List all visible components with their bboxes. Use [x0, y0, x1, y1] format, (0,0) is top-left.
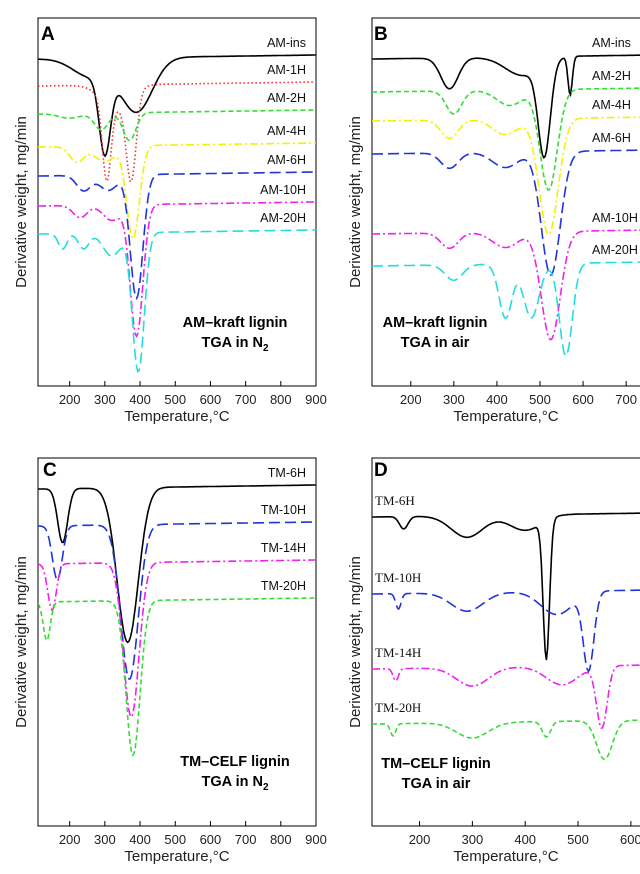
panel-letter: B	[374, 24, 388, 45]
annotation-line-1: AM–kraft lignin	[383, 315, 488, 331]
x-tick-label: 200	[409, 832, 431, 847]
x-tick-label: 500	[529, 392, 551, 407]
series-line-tm-6h	[372, 512, 640, 661]
x-tick-label: 500	[567, 832, 589, 847]
series-label: TM-10H	[261, 503, 306, 517]
x-tick-label: 600	[200, 832, 222, 847]
series-label: AM-ins	[267, 36, 306, 50]
annotation-line-2: TGA in N2	[201, 335, 268, 354]
plot-frame	[371, 457, 640, 827]
series-label: TM-14H	[261, 541, 306, 555]
x-tick-label: 400	[129, 832, 151, 847]
x-tick-label: 500	[164, 832, 186, 847]
x-tick-label: 300	[94, 832, 116, 847]
x-axis-label: Temperature,°C	[124, 848, 229, 865]
annotation-line-2: TGA in N2	[201, 774, 268, 793]
series-label: AM-ins	[592, 36, 631, 50]
x-tick-label: 200	[400, 392, 422, 407]
series-line-am-6h	[372, 149, 640, 276]
x-axis-label: Temperature,°C	[453, 848, 558, 865]
series-line-tm-14h	[372, 664, 640, 729]
series-line-am-10h	[38, 201, 316, 339]
series-line-am-ins	[372, 54, 640, 160]
annotation-line-1: TM–CELF lignin	[381, 756, 491, 772]
x-tick-label: 600	[572, 392, 594, 407]
annotation-line-2: TGA in air	[402, 776, 471, 792]
annotation-line-2: TGA in air	[401, 335, 470, 351]
series-label: TM-6H	[375, 493, 415, 508]
series-line-am-20h	[38, 229, 316, 373]
x-axis-label: Temperature,°C	[124, 408, 229, 425]
series-line-tm-20h	[38, 597, 316, 757]
x-tick-label: 300	[94, 392, 116, 407]
x-tick-label: 700	[615, 392, 637, 407]
series-label: AM-10H	[592, 211, 638, 225]
y-axis-label: Derivative weight, mg/min	[347, 116, 364, 288]
panel-letter: A	[41, 24, 55, 45]
x-tick-label: 600	[200, 392, 222, 407]
series-label: TM-10H	[375, 570, 421, 585]
panel-a: 200 300 400 500 600 700 800 900 Temperature,°C De…	[13, 17, 327, 425]
x-tick-label: 700	[235, 392, 257, 407]
x-tick-label: 900	[305, 392, 327, 407]
panel-letter: C	[43, 460, 57, 481]
series-line-tm-6h	[38, 484, 316, 644]
annotation-line-1: AM–kraft lignin	[183, 315, 288, 331]
series-line-tm-10h	[372, 589, 640, 673]
x-tick-label: 400	[514, 832, 536, 847]
series-label: AM-6H	[267, 153, 306, 167]
panel-c: 200 300 400 500 600 700 800 900 Temperature,°C De…	[13, 457, 327, 865]
panel-d: 200 300 400 500 600 Temperature,°C Derivative …	[347, 457, 640, 865]
x-tick-label: 200	[59, 392, 81, 407]
x-tick-label: 500	[164, 392, 186, 407]
x-tick-label: 800	[270, 832, 292, 847]
x-tick-label: 200	[59, 832, 81, 847]
series-line-am-2h	[38, 109, 316, 142]
y-axis-label: Derivative weight, mg/min	[347, 556, 364, 728]
y-axis-label: Derivative weight, mg/min	[13, 116, 30, 288]
series-label: AM-4H	[592, 98, 631, 112]
x-tick-label: 300	[462, 832, 484, 847]
series-label: TM-20H	[261, 579, 306, 593]
x-tick-label: 800	[270, 392, 292, 407]
series-label: TM-20H	[375, 700, 421, 715]
series-label: AM-1H	[267, 63, 306, 77]
series-label: TM-14H	[375, 645, 421, 660]
series-line-tm-10h	[38, 521, 316, 680]
x-tick-label: 900	[305, 832, 327, 847]
series-line-am-4h	[38, 142, 316, 241]
series-line-tm-14h	[38, 559, 316, 719]
x-axis-label: Temperature,°C	[453, 408, 558, 425]
panel-letter: D	[374, 460, 388, 481]
x-tick-label: 600	[620, 832, 640, 847]
series-label: AM-6H	[592, 131, 631, 145]
series-label: AM-2H	[267, 91, 306, 105]
x-tick-label: 700	[235, 832, 257, 847]
annotation-subscript: 2	[263, 343, 269, 354]
series-line-am-2h	[372, 87, 640, 191]
annotation-subscript: 2	[263, 782, 269, 793]
x-tick-label: 300	[443, 392, 465, 407]
panel-b: 200 300 400 500 600 700 Temperature,°C Derivati…	[347, 17, 640, 425]
x-tick-label: 400	[129, 392, 151, 407]
plot-frame	[371, 17, 640, 387]
series-label: AM-2H	[592, 69, 631, 83]
x-tick-label: 400	[486, 392, 508, 407]
series-label: TM-6H	[268, 466, 306, 480]
series-label: AM-20H	[592, 243, 638, 257]
series-line-am-ins	[38, 54, 316, 158]
annotation-line-1: TM–CELF lignin	[180, 754, 290, 770]
plot-frame	[37, 17, 317, 387]
y-axis-label: Derivative weight, mg/min	[13, 556, 30, 728]
plot-frame	[37, 457, 317, 827]
series-label: AM-20H	[260, 211, 306, 225]
series-label: AM-4H	[267, 124, 306, 138]
series-line-tm-20h	[372, 719, 640, 761]
series-label: AM-10H	[260, 183, 306, 197]
series-line-am-6h	[38, 171, 316, 301]
